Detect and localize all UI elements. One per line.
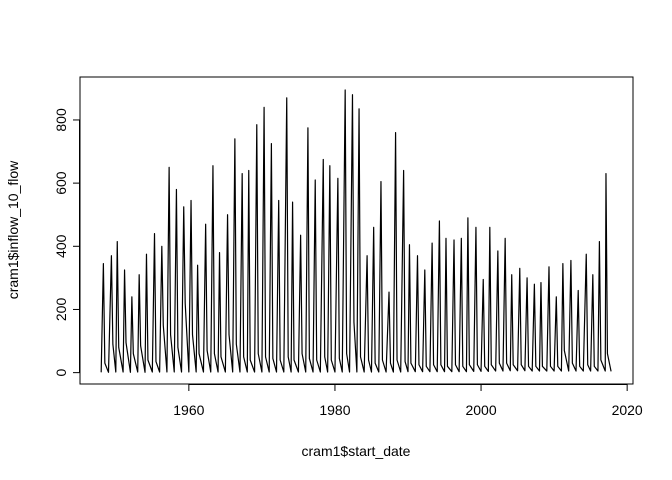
y-axis-title: cram1$inflow_10_flow xyxy=(5,160,21,299)
x-tick-label: 2020 xyxy=(612,402,643,418)
y-tick-label: 200 xyxy=(53,298,69,322)
y-tick-label: 800 xyxy=(53,108,69,132)
x-tick-label: 1980 xyxy=(319,402,350,418)
flow-line xyxy=(100,89,612,373)
x-tick-label: 2000 xyxy=(465,402,496,418)
x-axis-title: cram1$start_date xyxy=(302,443,411,459)
y-tick-label: 400 xyxy=(53,234,69,258)
y-tick-label: 0 xyxy=(53,369,69,377)
x-tick-label: 1960 xyxy=(173,402,204,418)
y-tick-label: 600 xyxy=(53,171,69,195)
